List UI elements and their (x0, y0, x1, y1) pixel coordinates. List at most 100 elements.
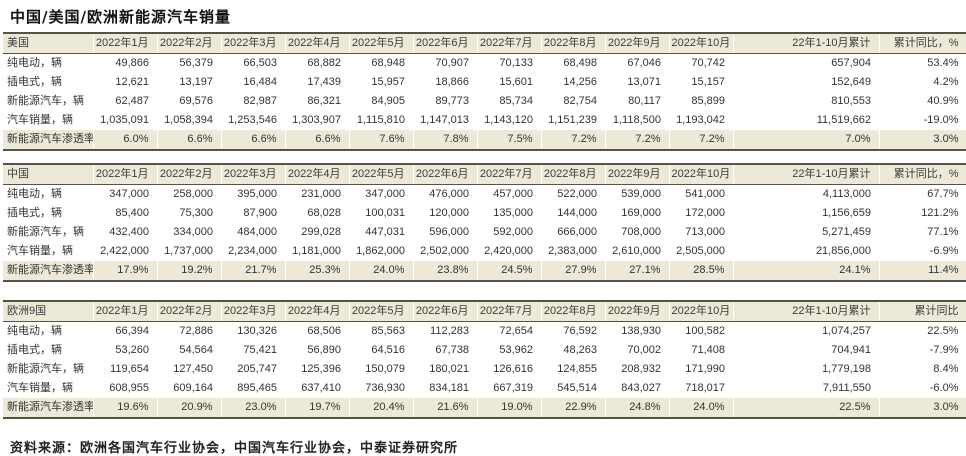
value-cell: 24.8% (604, 398, 669, 419)
value-cell: 77.1% (879, 223, 966, 242)
column-header: 2022年7月 (476, 163, 541, 185)
value-cell: 1,253,546 (221, 111, 285, 130)
value-cell: 15,157 (669, 73, 733, 92)
value-cell: -7.9% (879, 341, 966, 360)
column-header: 2022年5月 (348, 32, 413, 54)
column-header: 2022年1月 (92, 32, 157, 54)
value-cell: 19.7% (284, 398, 349, 419)
value-cell: 7.0% (732, 130, 879, 151)
value-cell: 7.6% (348, 130, 413, 151)
row-label: 新能源汽车渗透率 (3, 261, 93, 282)
value-cell: 68,498 (541, 53, 605, 73)
column-header: 2022年9月 (604, 163, 669, 185)
value-cell: 5,271,459 (733, 223, 879, 242)
value-cell: 54,564 (157, 341, 221, 360)
value-cell: 666,000 (541, 223, 605, 242)
value-cell: 895,465 (221, 379, 285, 398)
table-row: 新能源汽车，辆 119,654 127,450 205,747 125,396 150,0… (3, 360, 966, 379)
value-cell: 231,000 (285, 184, 349, 204)
row-label: 新能源汽车渗透率 (3, 398, 93, 419)
value-cell: 15,957 (349, 73, 413, 92)
value-cell: 24.1% (732, 261, 879, 282)
value-cell: 169,000 (605, 204, 669, 223)
value-cell: 24.5% (476, 261, 541, 282)
value-cell: 56,890 (285, 341, 349, 360)
row-label: 汽车销量，辆 (3, 111, 93, 130)
value-cell: 484,000 (221, 223, 285, 242)
value-cell: 347,000 (93, 184, 157, 204)
page-title: 中国/美国/欧洲新能源汽车销量 (10, 8, 231, 26)
value-cell: 27.9% (540, 261, 605, 282)
column-header: 2022年8月 (540, 300, 605, 322)
value-cell: 144,000 (541, 204, 605, 223)
column-header: 2022年9月 (604, 32, 669, 54)
value-cell: 447,031 (349, 223, 413, 242)
column-header: 2022年2月 (156, 163, 221, 185)
value-cell: 2,420,000 (477, 242, 541, 261)
value-cell: 13,197 (157, 73, 221, 92)
value-cell: 64,516 (349, 341, 413, 360)
value-cell: 25.3% (284, 261, 349, 282)
value-cell: 3.0% (878, 130, 966, 151)
value-cell: 1,074,257 (733, 321, 879, 341)
table-row: 新能源汽车，辆 432,400 334,000 484,000 299,028 447,0… (3, 223, 966, 242)
value-cell: -6.0% (879, 379, 966, 398)
table-row: 纯电动，辆 66,394 72,886 130,326 68,506 85,563 112,… (3, 321, 966, 341)
value-cell: 6.6% (220, 130, 285, 151)
value-cell: 1,193,042 (669, 111, 733, 130)
region-header: 中国 (3, 163, 93, 185)
value-cell: 843,027 (605, 379, 669, 398)
value-cell: 395,000 (221, 184, 285, 204)
value-cell: 75,421 (221, 341, 285, 360)
column-header: 2022年5月 (348, 300, 413, 322)
value-cell: 70,907 (413, 53, 477, 73)
column-header: 累计同比，% (878, 163, 966, 185)
tables-container: 美国 2022年1月 2022年2月 2022年3月 2022年4月 2022年5月 202… (2, 32, 966, 419)
table-row: 纯电动，辆 347,000 258,000 395,000 231,000 347,000… (3, 184, 966, 204)
row-label: 纯电动，辆 (3, 53, 93, 73)
value-cell: 135,000 (477, 204, 541, 223)
value-cell: 541,000 (669, 184, 733, 204)
value-cell: 1,118,500 (605, 111, 669, 130)
value-cell: 89,773 (413, 92, 477, 111)
column-header: 2022年2月 (156, 32, 221, 54)
value-cell: 130,326 (221, 321, 285, 341)
value-cell: 67,738 (413, 341, 477, 360)
value-cell: 7.2% (540, 130, 605, 151)
table-china: 中国 2022年1月 2022年2月 2022年3月 2022年4月 2022年5月 202… (3, 163, 966, 282)
row-label: 插电式，辆 (3, 204, 93, 223)
value-cell: 6.6% (284, 130, 349, 151)
column-header: 2022年3月 (220, 300, 285, 322)
value-cell: 457,000 (477, 184, 541, 204)
value-cell: 180,021 (413, 360, 477, 379)
value-cell: 476,000 (413, 184, 477, 204)
column-header: 2022年10月 (668, 32, 733, 54)
value-cell: 27.1% (604, 261, 669, 282)
table-row: 汽车销量，辆 608,955 609,164 895,465 637,410 736,93… (3, 379, 966, 398)
value-cell: 82,754 (541, 92, 605, 111)
value-cell: 67,046 (605, 53, 669, 73)
value-cell: 19.6% (92, 398, 157, 419)
value-cell: 2,610,000 (605, 242, 669, 261)
value-cell: 71,408 (669, 341, 733, 360)
value-cell: 85,734 (477, 92, 541, 111)
value-cell: 4.2% (879, 73, 966, 92)
value-cell: 138,930 (605, 321, 669, 341)
value-cell: 53.4% (879, 53, 966, 73)
value-cell: 100,582 (669, 321, 733, 341)
value-cell: 834,181 (413, 379, 477, 398)
row-label: 纯电动，辆 (3, 321, 93, 341)
value-cell: 56,379 (157, 53, 221, 73)
value-cell: 2,422,000 (93, 242, 157, 261)
value-cell: 49,866 (93, 53, 157, 73)
value-cell: 299,028 (285, 223, 349, 242)
value-cell: 127,450 (157, 360, 221, 379)
value-cell: 70,002 (605, 341, 669, 360)
value-cell: 48,263 (541, 341, 605, 360)
value-cell: 6.0% (92, 130, 157, 151)
value-cell: 713,000 (669, 223, 733, 242)
value-cell: 28.5% (668, 261, 733, 282)
value-cell: 76,592 (541, 321, 605, 341)
value-cell: 75,300 (157, 204, 221, 223)
value-cell: 596,000 (413, 223, 477, 242)
